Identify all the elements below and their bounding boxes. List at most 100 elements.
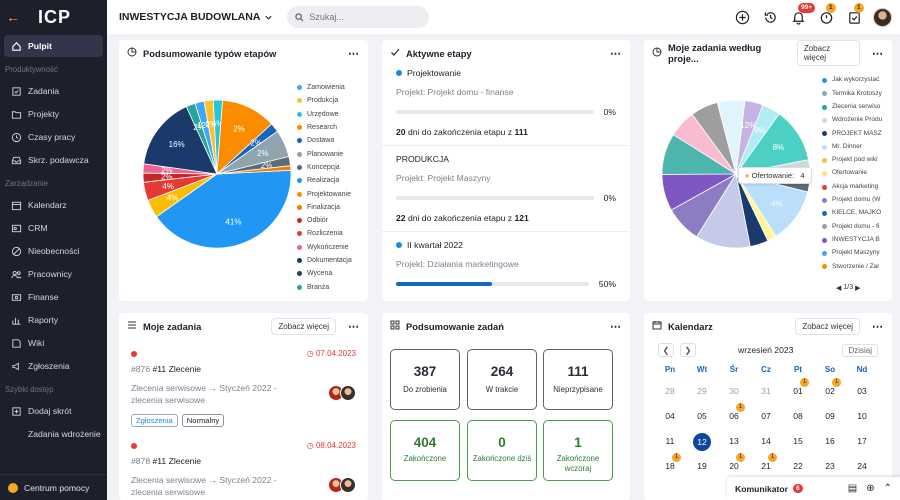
calendar-day[interactable]: 31 [750, 383, 782, 399]
legend-item-urzedowe[interactable]: Urzędowe [297, 108, 352, 121]
calendar-day[interactable]: 20 1 [718, 453, 750, 474]
calendar-day[interactable]: 17 [846, 433, 878, 449]
sidebar-item-nieobecnosci[interactable]: Nieobecności [4, 240, 103, 262]
see-more-button[interactable]: Zobacz więcej [796, 40, 860, 66]
stage-item[interactable]: PRODUKCJA Projekt: Projekt Maszyny 0% 22 dn… [382, 154, 630, 223]
calendar-day[interactable]: 12 [686, 433, 718, 451]
legend-item-projekt-maszyny[interactable]: Projekt Maszyny [822, 247, 882, 260]
project-selector[interactable]: INWESTYCJA BUDOWLANA [119, 11, 273, 23]
legend-item-zamowienia[interactable]: Zamowienia [297, 81, 352, 94]
komunikator-bar[interactable]: Komunikator 6 ▤ ⊕ ⌃ [727, 477, 900, 500]
legend-item-jak-wykorzystac[interactable]: Jak wykorzystać [822, 74, 882, 87]
more-options-button[interactable]: ⋯ [610, 320, 622, 333]
legend-item-koncepcja[interactable]: Koncepcja [297, 161, 352, 174]
calendar-day[interactable]: 09 [814, 408, 846, 424]
more-options-button[interactable]: ⋯ [872, 320, 884, 333]
calendar-day[interactable]: 18 1 [654, 453, 686, 474]
calendar-day[interactable]: 01 1 [782, 378, 814, 399]
calendar-day[interactable]: 29 [686, 383, 718, 399]
legend-item-odbior[interactable]: Odbiór [297, 214, 352, 227]
pager-next-icon[interactable]: ▶ [855, 285, 861, 292]
sidebar-item-zgloszenia[interactable]: Zgłoszenia [4, 355, 103, 377]
sidebar-item-crm[interactable]: CRM [4, 217, 103, 239]
legend-item-dostawa[interactable]: Dostawa [297, 134, 352, 147]
sidebar-item-zadania-wdrozenie[interactable]: Zadania wdrożenie [4, 423, 103, 445]
calendar-day[interactable]: 02 1 [814, 378, 846, 399]
pie-slice-dokumentacja[interactable] [143, 106, 218, 175]
legend-item-rozliczenia[interactable]: Rozliczenia [297, 227, 352, 240]
stage-item[interactable]: II kwartał 2022 Projekt: Działania market… [382, 240, 630, 289]
see-more-button[interactable]: Zobacz więcej [271, 317, 336, 335]
calendar-day[interactable]: 05 [686, 408, 718, 424]
legend-item-research[interactable]: Research [297, 121, 352, 134]
legend-item-kielce-majkow[interactable]: KIELCE, MAJKO [822, 207, 882, 220]
calendar-day[interactable]: 11 [654, 433, 686, 449]
task-tag[interactable]: Zgłoszenia [131, 414, 178, 427]
legend-item-projekt-maszyny[interactable]: PROJEKT MASZ [822, 127, 882, 140]
pager-prev-icon[interactable]: ◀ [836, 285, 842, 292]
calendar-day[interactable]: 04 [654, 408, 686, 424]
sidebar-item-dodaj-skrot[interactable]: Dodaj skrót [4, 400, 103, 422]
calendar-day[interactable]: 06 1 [718, 403, 750, 424]
calendar-day[interactable]: 22 [782, 458, 814, 474]
task-tag[interactable]: Normalny [181, 414, 225, 427]
task-item[interactable]: ◷ 08.04.2023 #878 #11 Zlecenie Zlecenia se… [119, 441, 368, 498]
legend-item-finalizacja[interactable]: Finalizacja [297, 201, 352, 214]
summary-box-zakonczone[interactable]: 404 Zakończone [390, 420, 460, 481]
more-options-button[interactable]: ⋯ [610, 47, 622, 60]
calendar-day[interactable]: 15 [782, 433, 814, 449]
more-options-button[interactable]: ⋯ [348, 47, 360, 60]
chevron-up-icon[interactable]: ⌃ [883, 483, 892, 494]
sidebar-item-skrz-podawcza[interactable]: Skrz. podawcza [4, 149, 103, 171]
back-arrow-icon[interactable]: ← [6, 9, 20, 25]
legend-item-wycena[interactable]: Wycena [297, 267, 352, 280]
today-button[interactable]: Dzisiaj [842, 343, 878, 357]
pie-slice-realizacja[interactable] [156, 169, 292, 249]
avatar[interactable] [340, 477, 356, 493]
legend-item-dokumentacja[interactable]: Dokumentacja [297, 254, 352, 267]
sidebar-item-finanse[interactable]: Finanse [4, 286, 103, 308]
sidebar-item-projekty[interactable]: Projekty [4, 103, 103, 125]
more-options-button[interactable]: ⋯ [872, 47, 884, 60]
summary-box-zakonczone-wczoraj[interactable]: 1 Zakończone wczoraj [543, 420, 613, 481]
calendar-day[interactable]: 24 [846, 458, 878, 474]
calendar-day[interactable]: 30 [718, 383, 750, 399]
sidebar-item-pulpit[interactable]: Pulpit [4, 35, 103, 57]
legend-item-inwestycja-bud[interactable]: INWESTYCJA B [822, 234, 882, 247]
stage-item[interactable]: Projektowanie Projekt: Projekt domu - fin… [382, 68, 630, 137]
legend-item-zlecenia-serwisowe[interactable]: Zlecenia serwiso [822, 101, 882, 114]
legend-item-branza[interactable]: Branża [297, 280, 352, 293]
legend-item-akcja-marketingowa[interactable]: Akcja marketing [822, 180, 882, 193]
prev-month-button[interactable]: ❮ [658, 343, 674, 357]
legend-item-projekt-pod-wiki[interactable]: Projekt pod wiki [822, 154, 882, 167]
legend-item-projektowanie[interactable]: Projektowanie [297, 187, 352, 200]
summary-box-nieprzypisane[interactable]: 111 Nieprzypisane [543, 349, 613, 410]
legend-item-wdrozenie-produkcji[interactable]: Wdrożenie Produ [822, 114, 882, 127]
sidebar-item-wiki[interactable]: Wiki [4, 332, 103, 354]
search-input[interactable] [309, 12, 420, 22]
plus-icon[interactable]: ⊕ [866, 483, 875, 494]
summary-box-do-zrobienia[interactable]: 387 Do zrobienia [390, 349, 460, 410]
calendar-day[interactable]: 13 [718, 433, 750, 449]
sidebar-item-pracownicy[interactable]: Pracownicy [4, 263, 103, 285]
pie-slice-stworzenie-zam[interactable] [716, 99, 746, 175]
sidebar-item-czasy-pracy[interactable]: Czasy pracy [4, 126, 103, 148]
notifications-button[interactable]: 99+ [789, 3, 816, 26]
help-center-link[interactable]: Centrum pomocy [0, 474, 107, 500]
calendar-day[interactable]: 07 [750, 408, 782, 424]
summary-box-w-trakcie[interactable]: 264 W trakcie [467, 349, 537, 410]
calendar-day[interactable]: 14 [750, 433, 782, 449]
app-logo[interactable]: ICP [38, 6, 72, 27]
legend-item-ofertowanie[interactable]: Ofertowanie [822, 167, 882, 180]
summary-box-zakonczone-dzis[interactable]: 0 Zakończone dziś [467, 420, 537, 481]
task-item[interactable]: ◷ 07.04.2023 #876 #11 Zlecenie Zlecenia se… [119, 349, 368, 427]
sidebar-item-raporty[interactable]: Raporty [4, 309, 103, 331]
alerts-button[interactable]: 1 [817, 3, 836, 26]
legend-item-realizacja[interactable]: Realizacja [297, 174, 352, 187]
calendar-day[interactable]: 10 [846, 408, 878, 424]
calendar-day[interactable]: 28 [654, 383, 686, 399]
tasks-button[interactable]: 1 [845, 3, 864, 26]
pie-slice-finalizacja[interactable] [216, 165, 292, 175]
legend-item-termika-krotoszyn[interactable]: Termika Krotoszy [822, 87, 882, 100]
next-month-button[interactable]: ❯ [680, 343, 696, 357]
